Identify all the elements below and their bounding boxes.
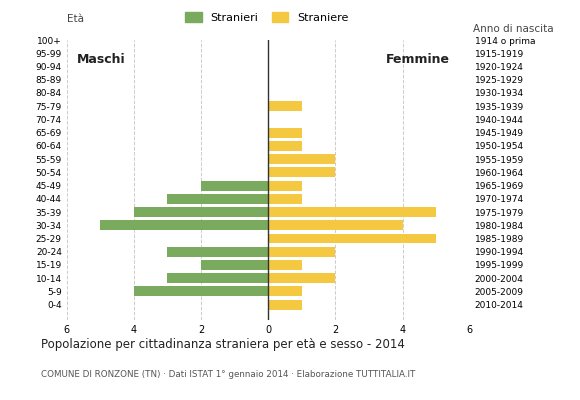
Bar — [268, 220, 403, 230]
Text: Popolazione per cittadinanza straniera per età e sesso - 2014: Popolazione per cittadinanza straniera p… — [41, 338, 404, 351]
Text: Età: Età — [67, 14, 84, 24]
Bar — [268, 101, 302, 111]
Bar — [268, 167, 335, 177]
Bar — [268, 247, 335, 257]
Bar — [268, 260, 302, 270]
Bar — [268, 286, 302, 296]
Legend: Stranieri, Straniere: Stranieri, Straniere — [180, 8, 353, 27]
Bar — [268, 194, 302, 204]
Text: Maschi: Maschi — [77, 53, 125, 66]
Bar — [100, 220, 268, 230]
Bar — [168, 247, 268, 257]
Bar — [268, 180, 302, 190]
Bar — [201, 260, 268, 270]
Bar — [134, 286, 268, 296]
Bar — [268, 207, 436, 217]
Text: Femmine: Femmine — [386, 53, 450, 66]
Bar — [268, 234, 436, 244]
Bar — [201, 180, 268, 190]
Bar — [134, 207, 268, 217]
Bar — [268, 128, 302, 138]
Bar — [168, 273, 268, 283]
Bar — [268, 300, 302, 310]
Bar — [268, 273, 335, 283]
Text: COMUNE DI RONZONE (TN) · Dati ISTAT 1° gennaio 2014 · Elaborazione TUTTITALIA.IT: COMUNE DI RONZONE (TN) · Dati ISTAT 1° g… — [41, 370, 415, 379]
Text: Anno di nascita: Anno di nascita — [473, 24, 553, 34]
Bar — [168, 194, 268, 204]
Bar — [268, 154, 335, 164]
Bar — [268, 141, 302, 151]
